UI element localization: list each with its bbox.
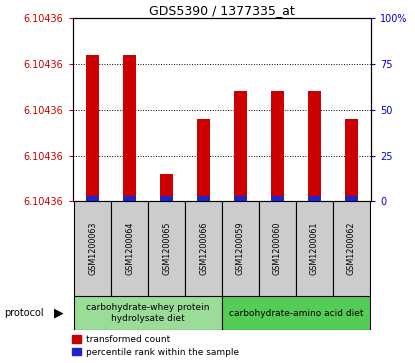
Bar <box>86 196 99 201</box>
Bar <box>197 119 210 201</box>
Legend: transformed count, percentile rank within the sample: transformed count, percentile rank withi… <box>69 331 243 360</box>
Bar <box>308 91 321 201</box>
Bar <box>345 196 358 201</box>
Bar <box>345 119 358 201</box>
Bar <box>234 196 247 201</box>
Bar <box>185 201 222 296</box>
Bar <box>234 91 247 201</box>
Text: GSM1200062: GSM1200062 <box>347 222 356 276</box>
Bar <box>148 201 185 296</box>
Bar <box>123 55 136 201</box>
Text: GSM1200066: GSM1200066 <box>199 222 208 276</box>
Bar <box>111 201 148 296</box>
Bar <box>271 91 284 201</box>
Text: GSM1200059: GSM1200059 <box>236 222 245 276</box>
Text: GSM1200060: GSM1200060 <box>273 222 282 276</box>
Title: GDS5390 / 1377335_at: GDS5390 / 1377335_at <box>149 4 295 17</box>
Text: GSM1200064: GSM1200064 <box>125 222 134 276</box>
Bar <box>160 174 173 201</box>
Bar <box>259 201 296 296</box>
Bar <box>74 201 111 296</box>
Bar <box>222 201 259 296</box>
Bar <box>160 196 173 201</box>
Bar <box>222 296 370 330</box>
Text: carbohydrate-amino acid diet: carbohydrate-amino acid diet <box>229 309 363 318</box>
Text: GSM1200065: GSM1200065 <box>162 222 171 276</box>
Bar <box>308 196 321 201</box>
Text: ▶: ▶ <box>54 307 63 319</box>
Bar <box>86 55 99 201</box>
Bar <box>197 196 210 201</box>
Bar <box>333 201 370 296</box>
Bar <box>123 196 136 201</box>
Bar <box>271 196 284 201</box>
Bar <box>296 201 333 296</box>
Text: GSM1200061: GSM1200061 <box>310 222 319 276</box>
Bar <box>74 296 222 330</box>
Text: protocol: protocol <box>4 308 44 318</box>
Text: carbohydrate-whey protein
hydrolysate diet: carbohydrate-whey protein hydrolysate di… <box>86 303 210 323</box>
Text: GSM1200063: GSM1200063 <box>88 222 98 276</box>
